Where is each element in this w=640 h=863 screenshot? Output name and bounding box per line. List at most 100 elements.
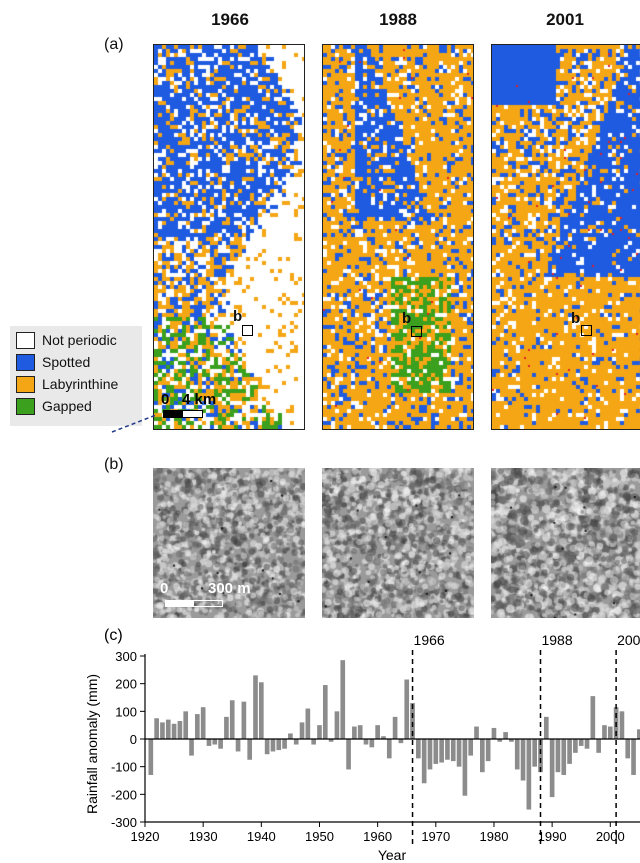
bar-1957 bbox=[357, 725, 363, 739]
bar-1946 bbox=[293, 739, 299, 745]
bar-1973 bbox=[450, 739, 456, 762]
bar-1940 bbox=[258, 682, 264, 739]
map-panel-1988 bbox=[322, 44, 474, 430]
bar-1967 bbox=[416, 739, 421, 759]
y-axis-label: Rainfall anomaly (mm) bbox=[84, 674, 100, 814]
bar-1932 bbox=[212, 739, 218, 745]
texture-scale-zero: 0 bbox=[160, 580, 169, 597]
y-tick-label--100: -100 bbox=[111, 760, 137, 775]
bar-1988 bbox=[538, 739, 543, 773]
x-tick-label-1980: 1980 bbox=[480, 829, 509, 844]
bar-1962 bbox=[386, 739, 392, 759]
bar-1972 bbox=[445, 739, 450, 760]
map-panel-2001 bbox=[491, 44, 640, 430]
bar-1968 bbox=[421, 739, 427, 784]
bar-1965 bbox=[404, 679, 410, 739]
bar-1993 bbox=[567, 739, 572, 764]
y-tick-label-100: 100 bbox=[115, 704, 137, 719]
bar-1922 bbox=[154, 718, 159, 739]
legend-swatch-gapped bbox=[16, 397, 35, 415]
bar-1964 bbox=[398, 739, 404, 744]
bar-1953 bbox=[334, 711, 340, 739]
bar-1959 bbox=[369, 739, 375, 748]
year-title-1988: 1988 bbox=[379, 10, 417, 29]
inset-box-1966 bbox=[242, 325, 253, 336]
bar-1926 bbox=[177, 721, 183, 739]
bar-1935 bbox=[229, 700, 235, 739]
texture-scale-value: 300 m bbox=[208, 580, 251, 597]
panel-a-label: (a) bbox=[104, 36, 124, 53]
legend-label-not-periodic: Not periodic bbox=[42, 332, 117, 348]
bar-1998 bbox=[596, 739, 601, 753]
legend-swatch-not-periodic bbox=[16, 331, 35, 349]
x-axis: 1920 1930 1940 1950 1960 1970 1980 1990 2000 bbox=[131, 821, 640, 844]
bar-1934 bbox=[224, 716, 229, 739]
bar-1933 bbox=[218, 739, 223, 749]
bar-1938 bbox=[247, 739, 253, 760]
bar-1947 bbox=[299, 722, 305, 739]
bar-1930 bbox=[200, 707, 206, 739]
bar-1921 bbox=[148, 739, 154, 775]
bar-1956 bbox=[352, 726, 357, 739]
x-tick-label-2000: 2000 bbox=[596, 829, 625, 844]
bar-1961 bbox=[381, 736, 386, 739]
bar-1923 bbox=[160, 722, 165, 739]
bar-1941 bbox=[264, 739, 270, 755]
y-tick-label-200: 200 bbox=[115, 677, 137, 692]
x-tick-label-1950: 1950 bbox=[305, 829, 334, 844]
y-tick-label-0: 0 bbox=[130, 732, 137, 747]
x-tick-label-1960: 1960 bbox=[363, 829, 392, 844]
panel-b-label: (b) bbox=[104, 456, 124, 473]
bar-1990 bbox=[549, 739, 555, 798]
bar-1984 bbox=[514, 739, 520, 770]
bar-1927 bbox=[183, 711, 189, 739]
bar-2003 bbox=[625, 739, 631, 759]
map-scale-zero: 0 bbox=[161, 391, 170, 408]
bar-1924 bbox=[165, 719, 171, 739]
event-label-1966: 1966 bbox=[414, 632, 445, 648]
bar-1982 bbox=[503, 732, 508, 739]
y-axis: -300 -200 -100 0 100 200 300 bbox=[111, 649, 146, 830]
bar-1929 bbox=[195, 714, 200, 739]
legend-item-spotted: Spotted bbox=[10, 351, 142, 373]
inset-box-2001 bbox=[581, 325, 592, 336]
inset-label-1988: b bbox=[402, 310, 412, 327]
bar-1996 bbox=[584, 739, 590, 749]
bar-1989 bbox=[543, 716, 549, 739]
bar-1939 bbox=[253, 675, 258, 739]
bar-1981 bbox=[497, 739, 503, 742]
bar-1971 bbox=[439, 739, 444, 763]
bar-1977 bbox=[474, 726, 479, 739]
legend-label-gapped: Gapped bbox=[42, 398, 92, 414]
bar-2005 bbox=[637, 729, 640, 739]
bar-1931 bbox=[206, 739, 212, 746]
bar-1958 bbox=[363, 739, 369, 745]
texture-scale-bar bbox=[165, 600, 223, 607]
bar-1955 bbox=[346, 739, 351, 770]
bar-1936 bbox=[235, 739, 241, 752]
map-legend: Not periodic Spotted Labyrinthine Gapped bbox=[10, 326, 142, 426]
legend-item-gapped: Gapped bbox=[10, 395, 142, 417]
legend-label-spotted: Spotted bbox=[42, 354, 91, 370]
x-tick-label-1930: 1930 bbox=[189, 829, 218, 844]
y-tick-label--200: -200 bbox=[111, 787, 137, 802]
event-label-1988: 1988 bbox=[541, 632, 572, 648]
map-scale-value: 4 km bbox=[182, 391, 217, 408]
bar-1999 bbox=[602, 725, 607, 739]
map-scale-bar bbox=[163, 410, 203, 418]
texture-panel-1988 bbox=[322, 468, 474, 618]
bar-1963 bbox=[392, 716, 398, 739]
bar-1975 bbox=[462, 739, 468, 796]
texture-panel-2001 bbox=[491, 468, 640, 618]
bar-1942 bbox=[270, 739, 276, 752]
legend-swatch-labyrinthine bbox=[16, 375, 35, 393]
bar-1954 bbox=[340, 660, 346, 739]
map-panel-1966 bbox=[153, 44, 305, 430]
bar-1974 bbox=[456, 739, 462, 767]
bar-1976 bbox=[468, 739, 474, 756]
bar-1944 bbox=[282, 739, 287, 749]
bar-1949 bbox=[311, 739, 316, 745]
inset-label-1966: b bbox=[233, 308, 243, 325]
bar-1978 bbox=[480, 739, 485, 773]
